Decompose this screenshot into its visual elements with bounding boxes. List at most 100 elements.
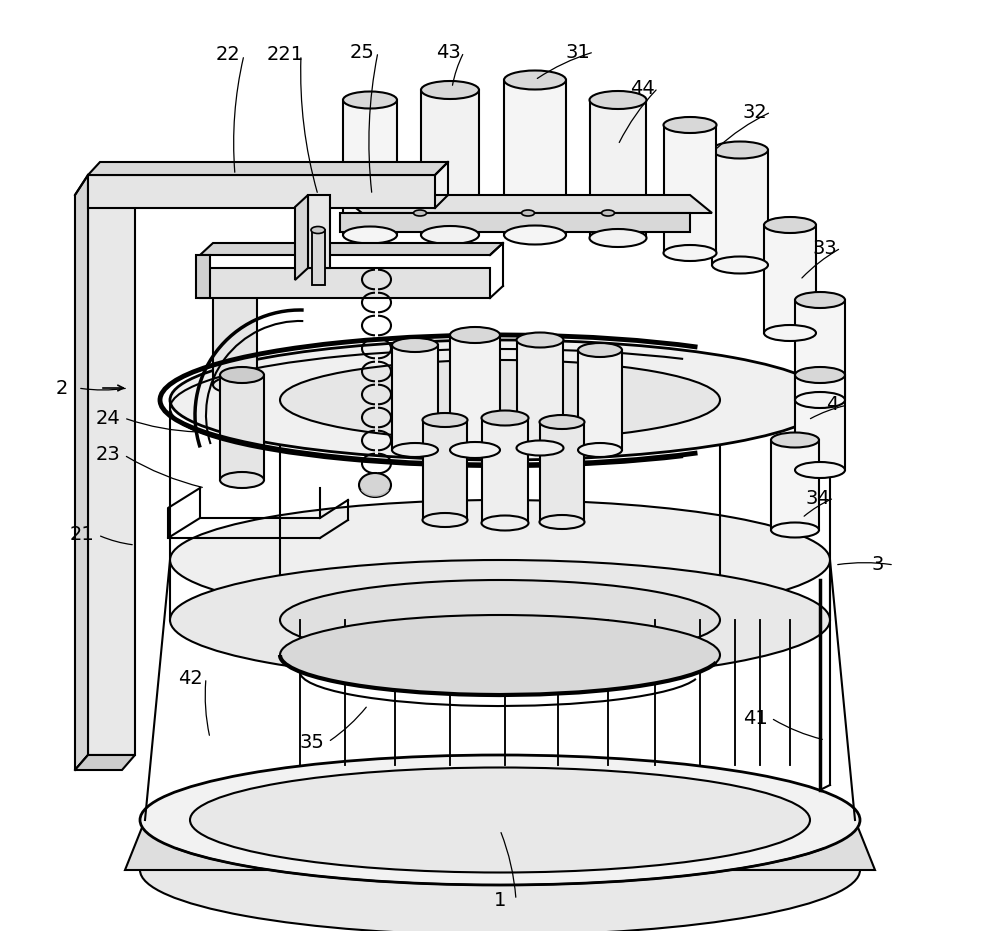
Polygon shape: [200, 268, 490, 298]
Ellipse shape: [280, 580, 720, 660]
Polygon shape: [771, 440, 819, 530]
Polygon shape: [482, 418, 528, 523]
Polygon shape: [712, 150, 768, 265]
Polygon shape: [590, 100, 646, 238]
Polygon shape: [308, 195, 330, 268]
Text: 221: 221: [266, 46, 304, 64]
Ellipse shape: [422, 513, 468, 527]
Polygon shape: [340, 195, 712, 213]
Polygon shape: [75, 175, 88, 770]
Text: 3: 3: [872, 556, 884, 574]
Ellipse shape: [421, 81, 479, 99]
Polygon shape: [795, 375, 845, 470]
Polygon shape: [340, 213, 690, 232]
Polygon shape: [664, 125, 716, 253]
Polygon shape: [392, 345, 438, 450]
Ellipse shape: [712, 142, 768, 158]
Polygon shape: [88, 175, 135, 755]
Text: 44: 44: [630, 78, 654, 98]
Text: 21: 21: [70, 525, 94, 545]
Text: 43: 43: [436, 43, 460, 61]
Text: 22: 22: [216, 46, 240, 64]
Polygon shape: [312, 230, 325, 285]
Polygon shape: [795, 300, 845, 400]
Ellipse shape: [764, 325, 816, 341]
Ellipse shape: [664, 117, 716, 133]
Polygon shape: [213, 280, 257, 385]
Ellipse shape: [712, 257, 768, 274]
Ellipse shape: [602, 210, 614, 216]
Ellipse shape: [170, 340, 830, 460]
Ellipse shape: [140, 755, 860, 885]
Ellipse shape: [516, 440, 564, 455]
Polygon shape: [295, 195, 308, 280]
Ellipse shape: [170, 560, 830, 680]
Ellipse shape: [170, 500, 830, 620]
Ellipse shape: [664, 245, 716, 261]
Ellipse shape: [590, 91, 646, 109]
Polygon shape: [200, 243, 503, 255]
Ellipse shape: [280, 615, 720, 695]
Ellipse shape: [578, 443, 622, 457]
Polygon shape: [450, 335, 500, 450]
Ellipse shape: [795, 462, 845, 478]
Ellipse shape: [516, 332, 564, 347]
Ellipse shape: [280, 360, 720, 440]
Polygon shape: [540, 422, 584, 522]
Ellipse shape: [311, 226, 325, 234]
Ellipse shape: [504, 71, 566, 89]
Ellipse shape: [540, 415, 584, 429]
Polygon shape: [423, 420, 467, 520]
Text: 24: 24: [96, 409, 120, 427]
Ellipse shape: [140, 805, 860, 931]
Text: 34: 34: [806, 489, 830, 507]
Polygon shape: [88, 175, 435, 208]
Polygon shape: [578, 350, 622, 450]
Text: 32: 32: [743, 102, 767, 122]
Ellipse shape: [343, 91, 397, 109]
Ellipse shape: [220, 367, 264, 383]
Polygon shape: [220, 375, 264, 480]
Ellipse shape: [771, 522, 819, 537]
Ellipse shape: [414, 210, 426, 216]
Ellipse shape: [482, 411, 528, 425]
Text: 31: 31: [566, 43, 590, 61]
Ellipse shape: [450, 327, 500, 343]
Ellipse shape: [590, 229, 646, 247]
Ellipse shape: [213, 377, 257, 393]
Ellipse shape: [764, 217, 816, 233]
Polygon shape: [343, 100, 397, 235]
Ellipse shape: [213, 272, 257, 288]
Ellipse shape: [392, 338, 438, 352]
Text: 41: 41: [743, 708, 767, 727]
Ellipse shape: [795, 392, 845, 408]
Ellipse shape: [343, 226, 397, 244]
Text: 42: 42: [178, 668, 202, 687]
Polygon shape: [196, 255, 210, 298]
Ellipse shape: [422, 413, 468, 427]
Text: 2: 2: [56, 379, 68, 398]
Ellipse shape: [795, 292, 845, 308]
Polygon shape: [125, 820, 875, 870]
Ellipse shape: [522, 210, 534, 216]
Ellipse shape: [578, 343, 622, 357]
Ellipse shape: [421, 226, 479, 244]
Ellipse shape: [540, 515, 584, 529]
Text: 25: 25: [350, 43, 374, 61]
Ellipse shape: [220, 472, 264, 488]
Ellipse shape: [482, 516, 528, 531]
Ellipse shape: [795, 367, 845, 383]
Ellipse shape: [450, 442, 500, 458]
Ellipse shape: [771, 433, 819, 448]
Polygon shape: [504, 80, 566, 235]
Ellipse shape: [359, 473, 391, 497]
Ellipse shape: [504, 225, 566, 245]
Polygon shape: [88, 162, 448, 175]
Polygon shape: [517, 340, 563, 448]
Ellipse shape: [190, 767, 810, 872]
Text: 35: 35: [300, 733, 324, 751]
Text: 23: 23: [96, 446, 120, 465]
Text: 1: 1: [494, 890, 506, 910]
Text: 4: 4: [826, 396, 838, 414]
Text: 33: 33: [813, 238, 837, 258]
